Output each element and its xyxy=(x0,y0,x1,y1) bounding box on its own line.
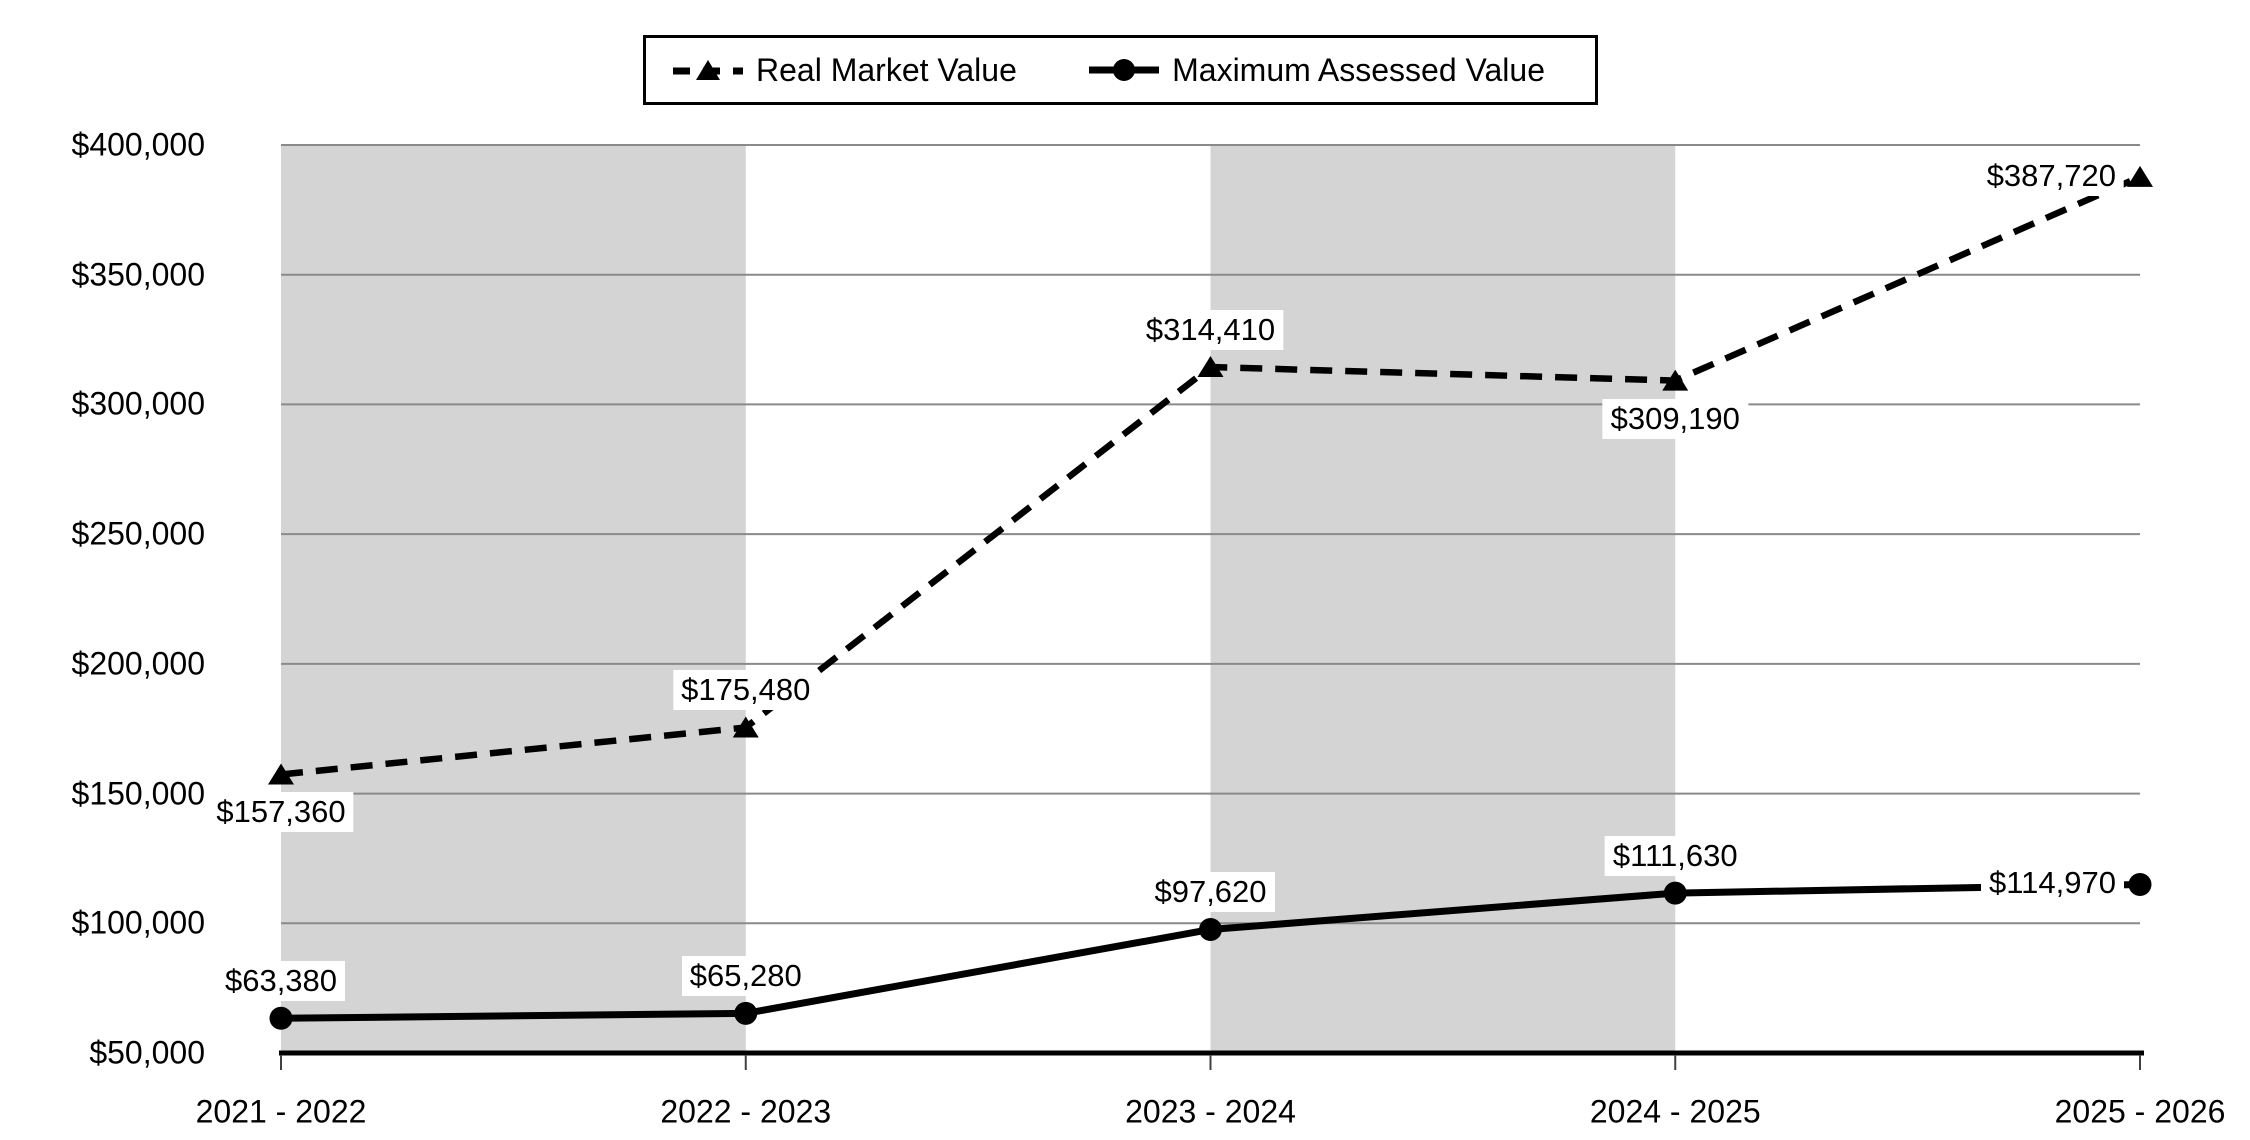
plot-band xyxy=(281,145,746,1053)
marker-triangle-real-market-value xyxy=(268,763,294,785)
dashed-line-triangle-marker-icon xyxy=(673,60,743,80)
marker-triangle-real-market-value xyxy=(732,716,759,738)
marker-triangle-real-market-value xyxy=(2127,165,2153,187)
legend-label-real-market-value: Real Market Value xyxy=(756,51,1017,88)
marker-triangle-real-market-value xyxy=(1662,369,1689,391)
marker-circle-maximum-assessed-value xyxy=(1199,917,1222,941)
plot-band xyxy=(1210,145,1676,1053)
chart-legend: Real Market Value Maximum Assessed Value xyxy=(643,35,1598,105)
marker-circle-maximum-assessed-value xyxy=(269,1006,293,1030)
marker-circle-maximum-assessed-value xyxy=(734,1001,758,1025)
solid-line-circle-marker-icon xyxy=(1089,59,1160,81)
marker-circle-maximum-assessed-value xyxy=(2128,872,2152,896)
legend-item-real-market-value: Real Market Value xyxy=(673,52,1017,89)
legend-label-maximum-assessed-value: Maximum Assessed Value xyxy=(1172,51,1545,88)
marker-circle-maximum-assessed-value xyxy=(1663,881,1687,905)
legend-item-maximum-assessed-value: Maximum Assessed Value xyxy=(1089,52,1545,89)
marker-triangle-real-market-value xyxy=(1197,356,1224,378)
